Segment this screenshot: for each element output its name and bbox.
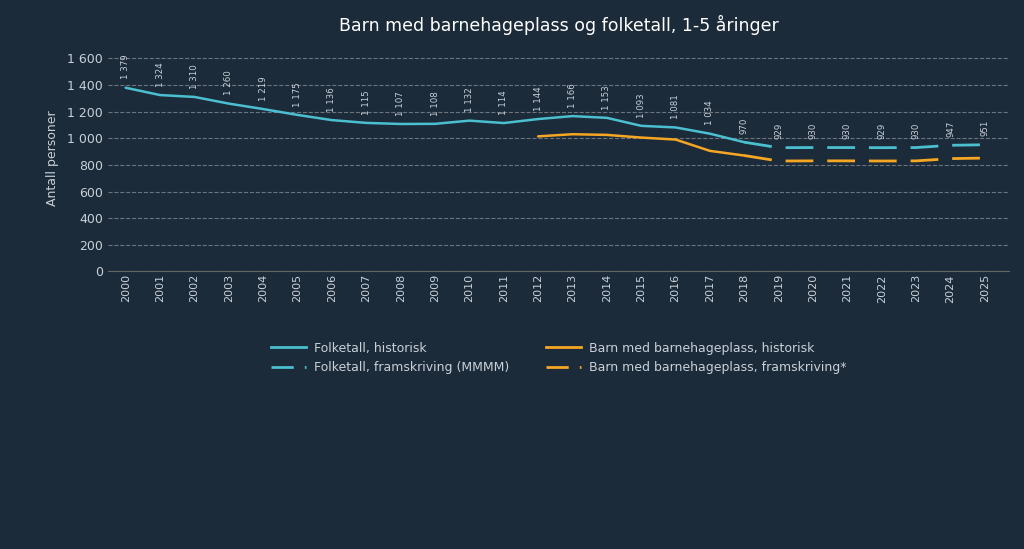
Text: 929: 929 bbox=[774, 123, 783, 139]
Text: 1 153: 1 153 bbox=[602, 85, 611, 109]
Y-axis label: Antall personer: Antall personer bbox=[46, 110, 58, 206]
Text: 1 034: 1 034 bbox=[706, 100, 715, 125]
Text: 1 144: 1 144 bbox=[534, 86, 543, 111]
Text: 1 324: 1 324 bbox=[156, 62, 165, 87]
Text: 930: 930 bbox=[911, 123, 921, 139]
Text: 970: 970 bbox=[740, 117, 749, 134]
Text: 930: 930 bbox=[843, 123, 852, 139]
Text: 947: 947 bbox=[946, 121, 955, 137]
Text: 1 166: 1 166 bbox=[568, 83, 577, 108]
Text: 1 310: 1 310 bbox=[189, 64, 199, 88]
Text: 1 108: 1 108 bbox=[430, 91, 439, 115]
Title: Barn med barnehageplass og folketall, 1-5 åringer: Barn med barnehageplass og folketall, 1-… bbox=[339, 15, 778, 35]
Text: 1 379: 1 379 bbox=[121, 55, 130, 80]
Legend: Folketall, historisk, Folketall, framskriving (MMMM), Barn med barnehageplass, h: Folketall, historisk, Folketall, framskr… bbox=[271, 341, 847, 374]
Text: 1 114: 1 114 bbox=[500, 90, 508, 115]
Text: 951: 951 bbox=[980, 120, 989, 136]
Text: 1 219: 1 219 bbox=[259, 76, 267, 100]
Text: 1 107: 1 107 bbox=[396, 91, 406, 116]
Text: 1 093: 1 093 bbox=[637, 93, 646, 117]
Text: 929: 929 bbox=[878, 123, 887, 139]
Text: 1 136: 1 136 bbox=[328, 87, 337, 112]
Text: 1 260: 1 260 bbox=[224, 70, 233, 96]
Text: 930: 930 bbox=[809, 123, 817, 139]
Text: 1 175: 1 175 bbox=[293, 82, 302, 107]
Text: 1 115: 1 115 bbox=[361, 90, 371, 115]
Text: 1 132: 1 132 bbox=[465, 87, 474, 113]
Text: 1 081: 1 081 bbox=[671, 94, 680, 119]
